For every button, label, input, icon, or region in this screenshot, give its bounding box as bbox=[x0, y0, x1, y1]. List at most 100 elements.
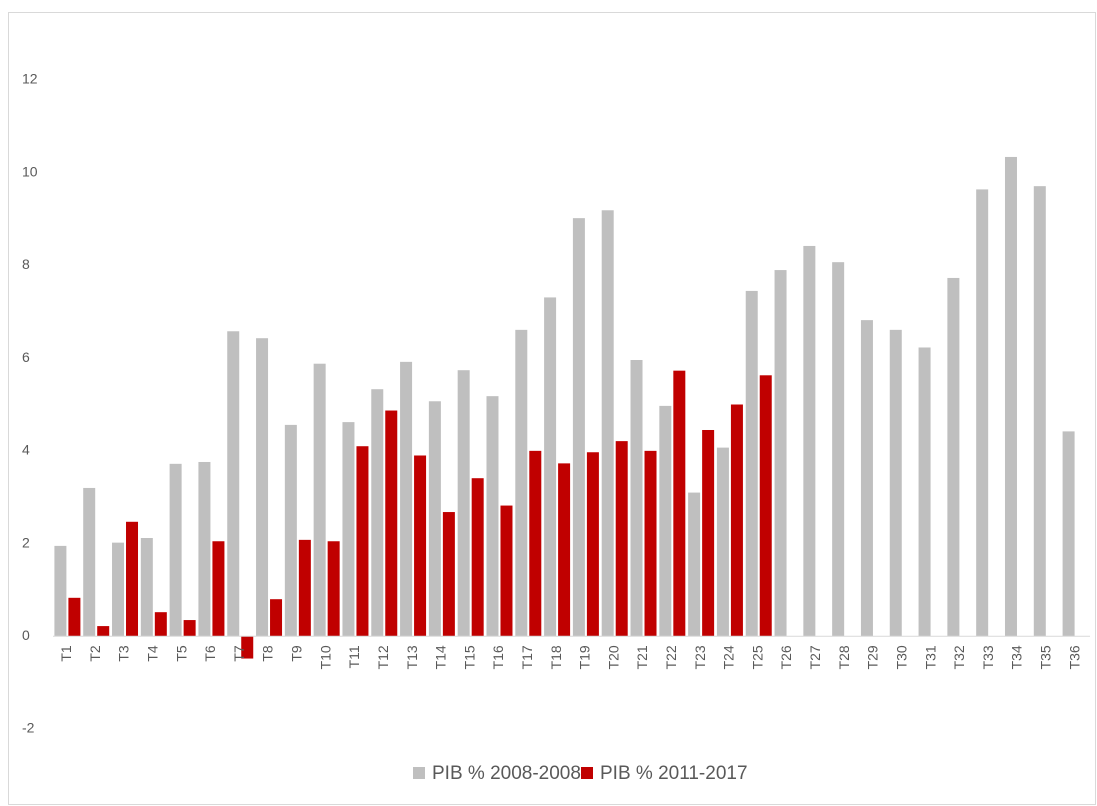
bar bbox=[586, 452, 599, 637]
x-tick-label: T29 bbox=[865, 645, 881, 669]
bar bbox=[284, 424, 297, 637]
bar bbox=[688, 492, 701, 637]
bar bbox=[500, 505, 513, 637]
bar bbox=[54, 545, 67, 637]
x-tick-label: T5 bbox=[173, 645, 189, 662]
legend-swatch bbox=[581, 767, 593, 779]
bar bbox=[83, 487, 96, 637]
bar bbox=[803, 245, 816, 637]
x-tick-label: T31 bbox=[922, 645, 938, 669]
y-tick-label: 0 bbox=[22, 627, 30, 643]
x-tick-label: T1 bbox=[58, 645, 74, 662]
bar bbox=[515, 329, 528, 637]
bar bbox=[529, 450, 542, 637]
bar bbox=[716, 447, 729, 637]
bar bbox=[256, 338, 269, 637]
x-tick-label: T25 bbox=[749, 645, 765, 669]
x-tick-label: T7 bbox=[231, 645, 247, 662]
x-tick-label: T8 bbox=[260, 645, 276, 662]
legend-label: PIB % 2011-2017 bbox=[600, 763, 748, 784]
x-tick-label: T20 bbox=[605, 645, 621, 669]
bar bbox=[659, 405, 672, 637]
bar bbox=[1004, 156, 1017, 637]
bar bbox=[126, 521, 139, 637]
x-tick-label: T12 bbox=[375, 645, 391, 669]
x-tick-label: T14 bbox=[433, 645, 449, 669]
y-tick-label: 2 bbox=[22, 534, 30, 550]
x-tick-label: T33 bbox=[980, 645, 996, 669]
x-tick-label: T23 bbox=[692, 645, 708, 669]
bar bbox=[371, 389, 384, 637]
x-tick-label: T11 bbox=[346, 645, 362, 668]
x-tick-label: T16 bbox=[490, 645, 506, 669]
x-tick-label: T32 bbox=[951, 645, 967, 669]
bar bbox=[471, 478, 484, 637]
bar bbox=[572, 218, 585, 637]
bar bbox=[615, 441, 628, 637]
bar bbox=[356, 446, 369, 637]
x-tick-label: T26 bbox=[778, 645, 794, 669]
bar bbox=[241, 636, 254, 659]
bar bbox=[313, 363, 326, 637]
bar bbox=[198, 461, 211, 637]
bar bbox=[644, 450, 657, 637]
x-tick-label: T6 bbox=[202, 645, 218, 662]
bar bbox=[860, 320, 873, 637]
bar bbox=[414, 455, 427, 637]
bar bbox=[457, 370, 470, 637]
bar bbox=[327, 541, 340, 637]
bar bbox=[428, 401, 441, 637]
x-tick-label: T35 bbox=[1037, 645, 1053, 669]
x-tick-label: T22 bbox=[663, 645, 679, 669]
bar bbox=[730, 404, 743, 637]
bar bbox=[1062, 431, 1075, 637]
x-tick-label: T21 bbox=[634, 645, 650, 669]
bar bbox=[1033, 186, 1046, 637]
bar bbox=[544, 297, 557, 637]
x-tick-label: T13 bbox=[404, 645, 420, 669]
x-tick-label: T28 bbox=[836, 645, 852, 669]
x-tick-label: T9 bbox=[289, 645, 305, 662]
x-tick-label: T10 bbox=[317, 645, 333, 669]
y-tick-label: 12 bbox=[22, 71, 38, 87]
bar bbox=[154, 612, 167, 637]
y-tick-label: 8 bbox=[22, 256, 30, 272]
bar bbox=[673, 370, 686, 637]
x-tick-label: T3 bbox=[116, 645, 132, 662]
bar bbox=[183, 620, 196, 637]
x-tick-label: T36 bbox=[1066, 645, 1082, 669]
bar bbox=[298, 539, 311, 637]
bar bbox=[918, 347, 931, 637]
legend-swatch bbox=[413, 767, 425, 779]
bar bbox=[702, 429, 715, 637]
bar bbox=[774, 270, 787, 637]
bar bbox=[400, 361, 413, 637]
bar bbox=[68, 597, 81, 637]
bar bbox=[745, 290, 758, 637]
x-tick-label: T30 bbox=[893, 645, 909, 669]
bar bbox=[385, 410, 398, 637]
bar bbox=[947, 277, 960, 637]
bar bbox=[342, 422, 355, 637]
x-tick-label: T27 bbox=[807, 645, 823, 669]
bar bbox=[486, 396, 499, 637]
x-tick-label: T4 bbox=[145, 645, 161, 662]
bar bbox=[270, 599, 283, 637]
bar bbox=[759, 375, 772, 637]
bar bbox=[112, 542, 125, 637]
bar bbox=[140, 538, 153, 637]
x-tick-label: T17 bbox=[519, 645, 535, 669]
x-tick-label: T19 bbox=[577, 645, 593, 669]
x-tick-label: T34 bbox=[1009, 645, 1025, 669]
bar bbox=[169, 463, 182, 637]
bar bbox=[601, 210, 614, 637]
x-tick-label: T18 bbox=[548, 645, 564, 669]
bar bbox=[558, 463, 571, 637]
y-tick-label: 10 bbox=[22, 163, 38, 179]
bar bbox=[832, 262, 845, 637]
bar bbox=[227, 331, 240, 637]
y-tick-label: 6 bbox=[22, 349, 30, 365]
legend-label: PIB % 2008-2008 bbox=[432, 763, 581, 784]
bar bbox=[442, 512, 455, 637]
